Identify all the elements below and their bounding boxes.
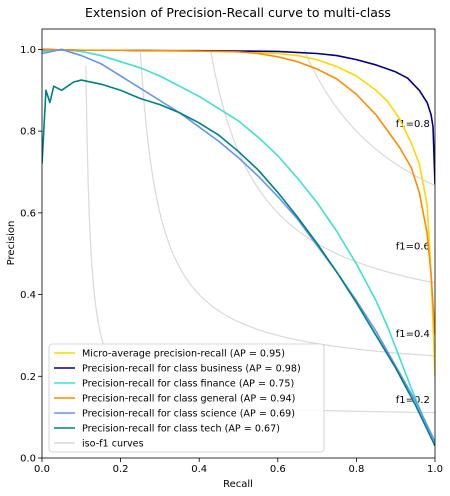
iso-f1-label: f1=0.6	[396, 242, 430, 253]
y-tick-label: 1.0	[20, 45, 36, 56]
x-axis-label: Recall	[223, 479, 253, 490]
iso-f1-label: f1=0.8	[396, 119, 430, 130]
legend: Micro-average precision-recall (AP = 0.9…	[48, 343, 325, 453]
series-lines	[42, 48, 435, 447]
x-axis-ticks: 0.0 0.2 0.4 0.6 0.8 1.0	[34, 458, 443, 475]
x-tick-label: 0.2	[113, 464, 129, 475]
legend-entry: iso-f1 curves	[82, 439, 144, 450]
y-tick-label: 0.6	[20, 208, 36, 219]
y-axis-label: Precision	[6, 221, 17, 266]
iso-f1-label: f1=0.4	[396, 329, 430, 340]
x-tick-label: 0.0	[34, 464, 50, 475]
series-line	[42, 48, 435, 443]
legend-entry: Micro-average precision-recall (AP = 0.9…	[82, 349, 285, 360]
legend-entry: Precision-recall for class tech (AP = 0.…	[82, 424, 280, 435]
x-tick-label: 0.4	[191, 464, 207, 475]
x-tick-label: 1.0	[427, 464, 443, 475]
y-axis-ticks: 0.0 0.2 0.4 0.6 0.8 1.0	[20, 45, 42, 465]
series-line	[42, 48, 435, 185]
series-line	[42, 48, 435, 336]
legend-entry: Precision-recall for class general (AP =…	[82, 394, 295, 405]
y-tick-label: 0.8	[20, 127, 36, 138]
plot-frame	[41, 28, 436, 459]
iso-f1-curve	[210, 50, 435, 284]
series-line	[42, 48, 435, 443]
series-line	[42, 48, 435, 377]
series-line	[42, 79, 435, 447]
legend-box	[48, 343, 325, 453]
legend-entry: Precision-recall for class business (AP …	[82, 364, 301, 375]
y-tick-label: 0.0	[20, 454, 36, 465]
y-tick-label: 0.2	[20, 372, 36, 383]
legend-entry: Precision-recall for class science (AP =…	[82, 409, 295, 420]
x-tick-label: 0.8	[348, 464, 364, 475]
legend-entry: Precision-recall for class finance (AP =…	[82, 379, 294, 390]
chart-title: Extension of Precision-Recall curve to m…	[85, 5, 391, 20]
y-tick-label: 0.4	[20, 290, 36, 301]
x-tick-label: 0.6	[270, 464, 286, 475]
iso-f1-curve	[303, 49, 435, 187]
